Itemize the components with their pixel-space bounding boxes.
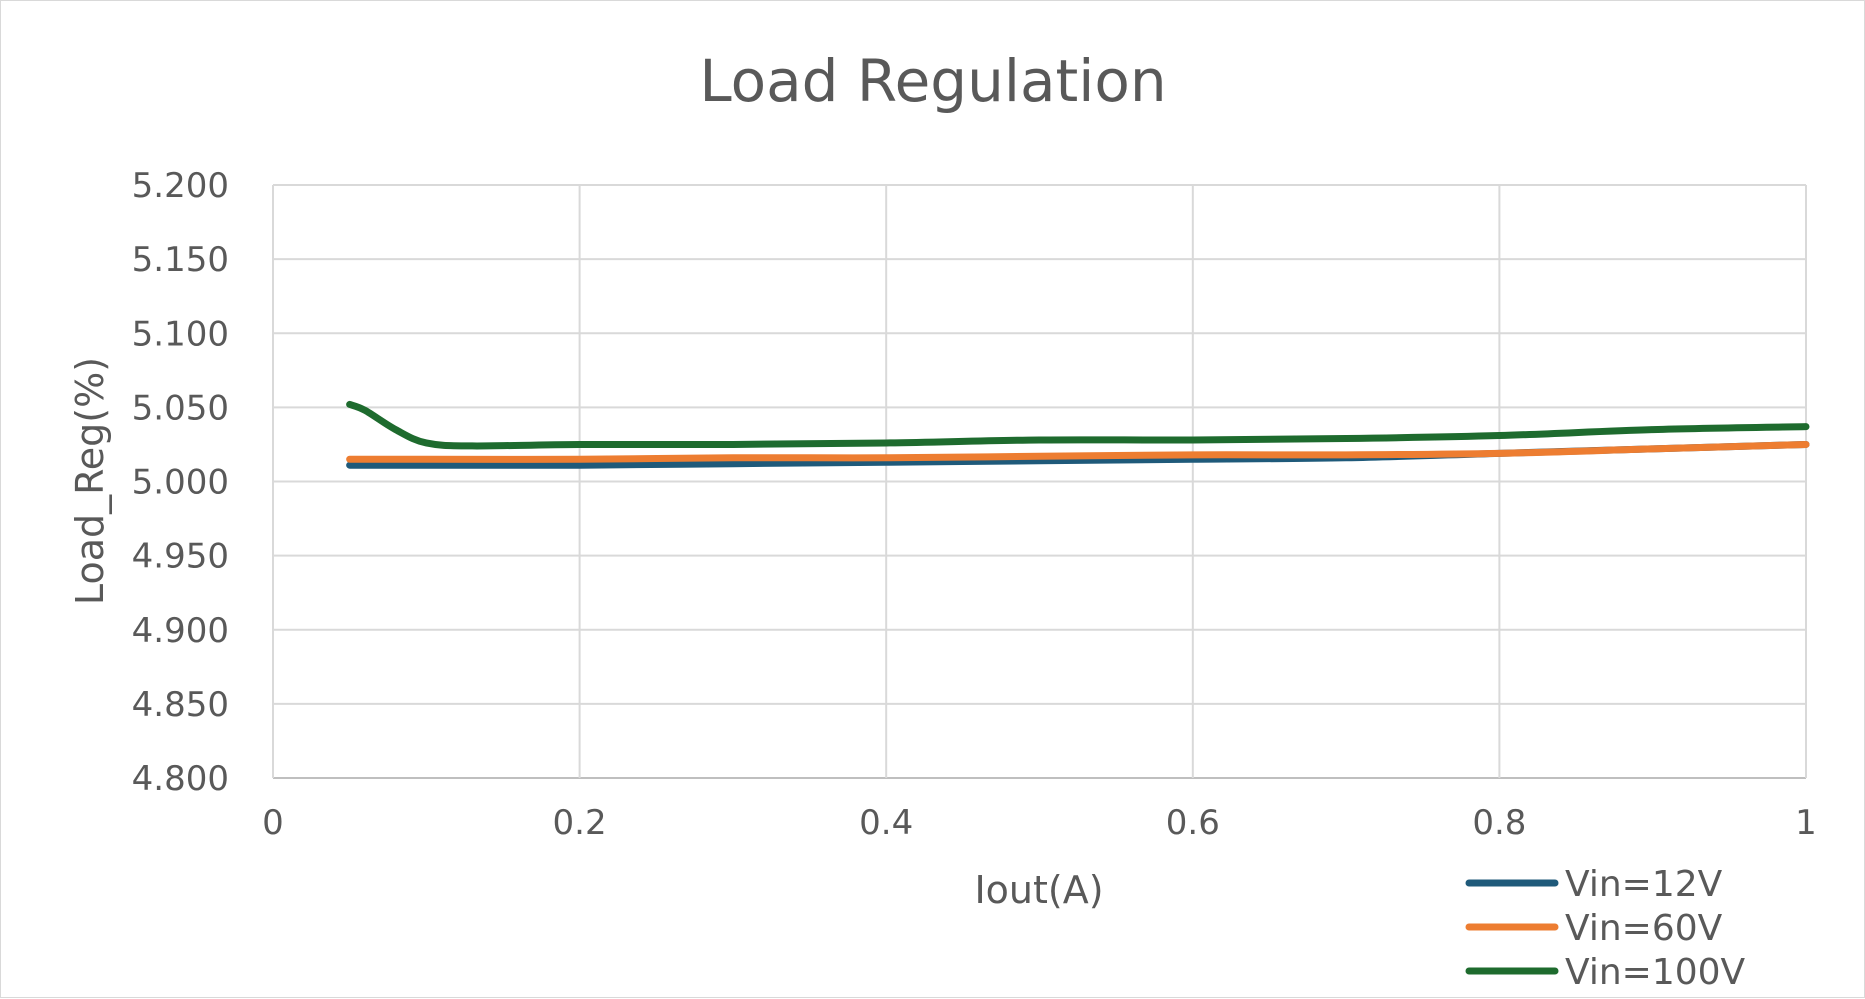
tick-layer: 5.200 5.150 5.100 5.050 5.000 4.950 4.900 4.850…: [132, 166, 1817, 843]
legend-label-vin-100v: Vin=100V: [1565, 952, 1746, 993]
chart-title: Load Regulation: [699, 47, 1166, 115]
x-tick-label: 0: [262, 803, 284, 843]
series-layer: [346, 400, 1810, 469]
y-tick-label: 5.150: [132, 240, 229, 280]
y-tick-label: 4.950: [132, 537, 229, 577]
legend-label-vin-12v: Vin=12V: [1565, 864, 1723, 905]
x-tick-label: 0.8: [1472, 803, 1526, 843]
x-axis-label: Iout(A): [974, 868, 1103, 912]
series-line-vin-100v: [346, 400, 1810, 450]
y-tick-label: 4.850: [132, 685, 229, 725]
y-tick-label: 4.800: [132, 759, 229, 799]
x-tick-label: 1: [1795, 803, 1817, 843]
grid-layer: [272, 184, 1807, 779]
y-tick-label: 5.000: [132, 463, 229, 503]
x-tick-label: 0.6: [1166, 803, 1220, 843]
y-tick-label: 5.050: [132, 388, 229, 428]
y-tick-label: 4.900: [132, 611, 229, 651]
y-axis-label: Load_Reg(%): [68, 357, 112, 605]
x-tick-label: 0.4: [859, 803, 913, 843]
series-line-vin-60v: [346, 440, 1810, 463]
legend-label-vin-60v: Vin=60V: [1565, 908, 1723, 949]
x-tick-label: 0.2: [553, 803, 607, 843]
y-tick-label: 5.200: [132, 166, 229, 206]
y-tick-label: 5.100: [132, 314, 229, 354]
